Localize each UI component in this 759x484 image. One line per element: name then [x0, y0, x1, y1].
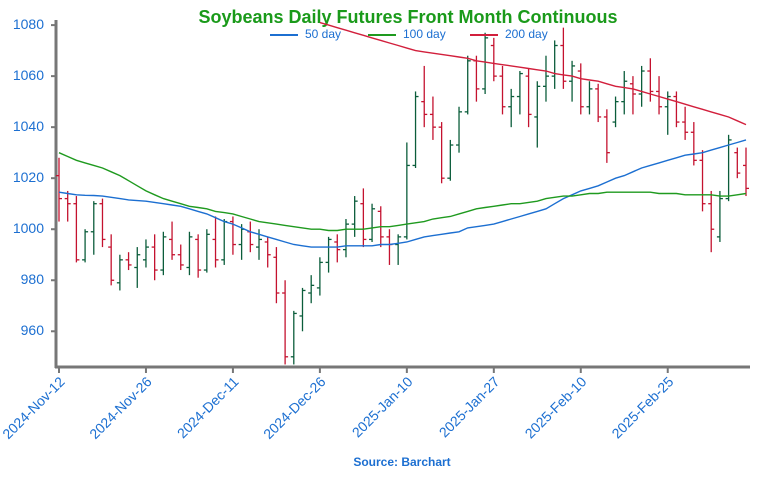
x-tick-label: 2024-Dec-26 [260, 373, 329, 442]
ma-line [58, 139, 747, 248]
x-tick-label: 2025-Jan-10 [349, 373, 416, 440]
y-tick-label: 1000 [13, 220, 44, 236]
x-tick-label: 2025-Jan-27 [436, 373, 503, 440]
x-tick-label: 2024-Dec-11 [174, 373, 242, 441]
y-tick-label: 980 [21, 271, 45, 287]
legend-label: 200 day [505, 27, 548, 41]
ma-line [58, 152, 747, 232]
x-tick-label: 2024-Nov-26 [86, 373, 155, 442]
x-tick-label: 2025-Feb-25 [608, 373, 676, 441]
y-tick-label: 1040 [13, 118, 44, 134]
legend-label: 50 day [305, 27, 341, 41]
chart-title: Soybeans Daily Futures Front Month Conti… [198, 7, 617, 27]
legend-label: 100 day [403, 27, 446, 41]
x-tick-label: 2024-Nov-12 [0, 373, 68, 442]
x-tick-label: 2025-Feb-10 [522, 373, 590, 441]
source: Source: Barchart [353, 455, 450, 469]
y-tick-label: 1080 [13, 16, 44, 32]
y-tick-label: 960 [21, 322, 45, 338]
y-tick-label: 1020 [13, 169, 44, 185]
y-tick-label: 1060 [13, 67, 44, 83]
ma-line [319, 21, 747, 126]
